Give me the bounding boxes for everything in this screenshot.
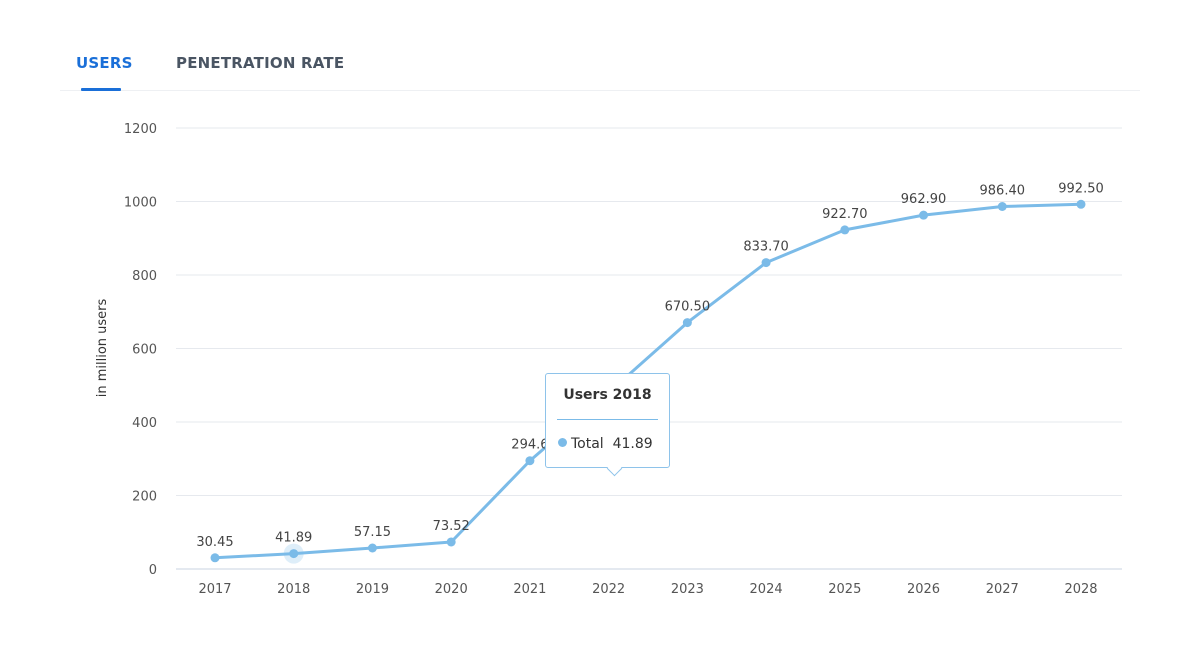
x-tick-label: 2023 bbox=[671, 582, 704, 597]
tooltip: Users 2018 Total 41.89 bbox=[545, 373, 670, 477]
data-label: 41.89 bbox=[275, 531, 312, 546]
data-label: 922.70 bbox=[822, 207, 868, 222]
data-point bbox=[289, 549, 299, 559]
data-point bbox=[446, 537, 456, 547]
x-tick-label: 2024 bbox=[750, 582, 783, 597]
series-line bbox=[214, 202, 1082, 560]
y-tick-label: 1200 bbox=[124, 122, 157, 137]
data-point bbox=[367, 543, 377, 553]
active-tab-indicator bbox=[81, 88, 121, 91]
tab-penetration-rate[interactable]: PENETRATION RATE bbox=[176, 54, 345, 72]
y-tick-label: 200 bbox=[132, 490, 157, 505]
data-label: 992.50 bbox=[1058, 181, 1104, 196]
tooltip-divider bbox=[557, 419, 658, 420]
data-label: 962.90 bbox=[901, 192, 947, 207]
x-tick-label: 2026 bbox=[907, 582, 940, 597]
x-tick-label: 2019 bbox=[356, 582, 389, 597]
data-point bbox=[761, 258, 771, 268]
data-label: 670.50 bbox=[665, 300, 711, 315]
data-point bbox=[682, 318, 692, 328]
tab-bar: USERS PENETRATION RATE bbox=[60, 40, 1140, 91]
data-point bbox=[525, 456, 535, 466]
y-axis-title: in million users bbox=[95, 299, 110, 398]
data-point bbox=[997, 201, 1007, 211]
x-tick-label: 2025 bbox=[828, 582, 861, 597]
x-tick-label: 2027 bbox=[986, 582, 1019, 597]
tooltip-title: Users 2018 bbox=[563, 387, 652, 403]
series-dot-icon bbox=[558, 438, 567, 447]
data-label: 986.40 bbox=[980, 183, 1026, 198]
x-tick-label: 2021 bbox=[513, 582, 546, 597]
x-tick-label: 2018 bbox=[277, 582, 310, 597]
data-label: 57.15 bbox=[354, 525, 391, 540]
data-point bbox=[840, 225, 850, 235]
x-tick-label: 2028 bbox=[1064, 582, 1097, 597]
tooltip-row: Total 41.89 bbox=[558, 436, 653, 452]
data-point bbox=[210, 553, 220, 563]
y-tick-label: 0 bbox=[149, 563, 157, 578]
y-tick-label: 600 bbox=[132, 343, 157, 358]
y-tick-label: 1000 bbox=[124, 196, 157, 211]
data-point bbox=[1076, 199, 1086, 209]
y-tick-label: 800 bbox=[132, 269, 157, 284]
data-label: 30.45 bbox=[196, 535, 233, 550]
data-point bbox=[919, 210, 929, 220]
x-tick-label: 2020 bbox=[435, 582, 468, 597]
y-tick-label: 400 bbox=[132, 416, 157, 431]
tooltip-series: Total bbox=[571, 436, 604, 452]
data-label: 833.70 bbox=[743, 240, 789, 255]
x-tick-label: 2022 bbox=[592, 582, 625, 597]
data-label: 294.6 bbox=[511, 438, 548, 453]
tab-users[interactable]: USERS bbox=[76, 54, 133, 72]
data-label: 73.52 bbox=[433, 519, 470, 534]
x-tick-label: 2017 bbox=[198, 582, 231, 597]
tooltip-value: 41.89 bbox=[612, 436, 653, 452]
